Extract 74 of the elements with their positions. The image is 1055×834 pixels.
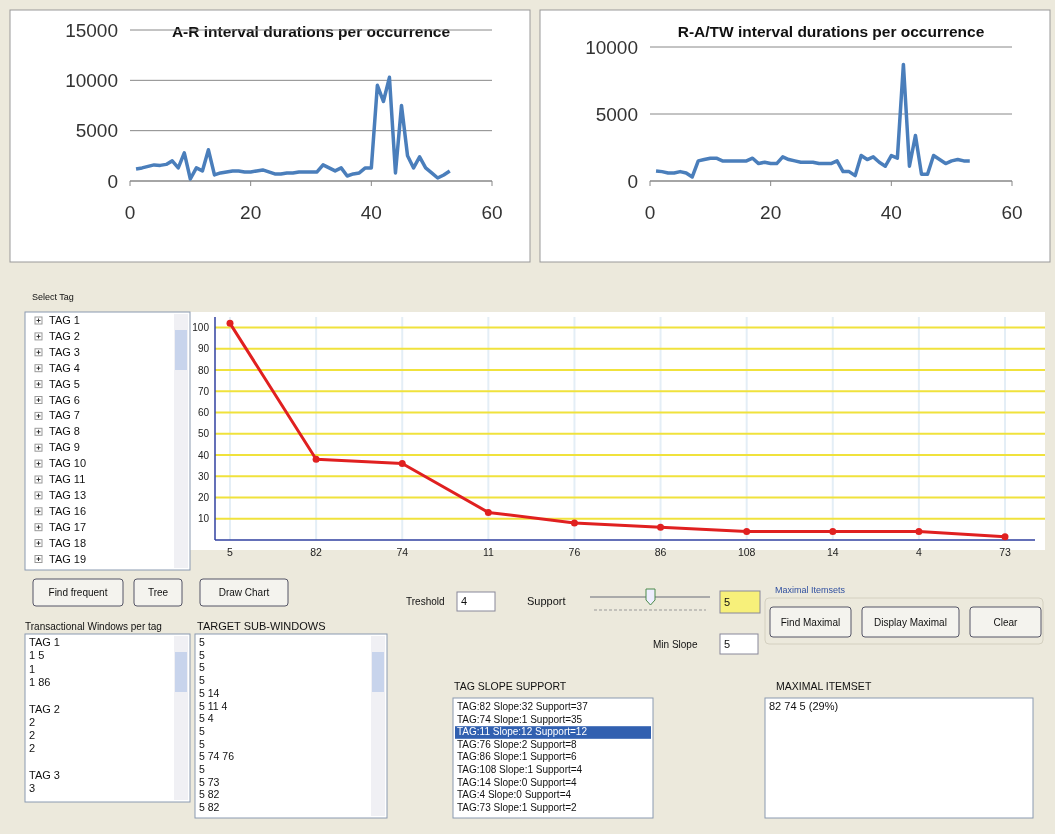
y-tick-label: 0 <box>627 170 638 192</box>
x-tick-label: 60 <box>1001 202 1023 223</box>
point <box>570 519 578 527</box>
x-tick-label: 20 <box>760 202 782 223</box>
text: Maximal Itemsets <box>775 585 846 595</box>
y-tick-label: 0 <box>107 170 118 192</box>
point <box>312 455 320 463</box>
point <box>226 319 234 327</box>
y-tick-label: 5000 <box>75 120 118 142</box>
x-tick-label: 73 <box>999 546 1011 558</box>
text: 82 74 5 (29%) <box>769 700 839 712</box>
y-tick-label: 60 <box>197 407 210 419</box>
x-tick-label: 20 <box>240 202 262 223</box>
text: 5 5 5 14 5 11 4 5 4 5 5 5 74 76 5 5 73 5 82 5 82 <box>199 661 235 814</box>
y-tick-label: 15000 <box>65 19 118 41</box>
line-series <box>654 62 972 179</box>
point <box>657 523 665 531</box>
x-tick-label: 76 <box>568 546 581 558</box>
y-tick-label: 100 <box>192 322 210 334</box>
y-tick-label: 10000 <box>585 36 638 58</box>
x-tick-label: 86 <box>654 546 667 558</box>
text: Treshold <box>406 596 445 607</box>
point <box>743 528 751 536</box>
x-tick-label: 60 <box>481 202 503 223</box>
text: 4 <box>461 595 468 608</box>
text: Draw Chart <box>218 587 270 598</box>
text: TAG 1 1 5 1 1 86 TAG 2 2 2 2 TAG 3 3 <box>29 636 60 795</box>
y-tick-label: 30 <box>197 470 210 482</box>
text: Clear <box>993 616 1019 628</box>
text: TAG SLOPE SUPPORT <box>454 680 567 692</box>
chart-title: A-R interval durations per occurrence <box>171 23 451 40</box>
x-tick-label: 14 <box>826 546 839 558</box>
text: 5 <box>199 636 205 648</box>
y-tick-label: 50 <box>197 428 210 440</box>
text: Transactional Windows per tag <box>25 621 162 632</box>
y-tick-label: 10000 <box>65 69 118 91</box>
point <box>484 508 492 516</box>
y-tick-label: 10 <box>197 513 210 525</box>
chart-title: R-A/TW interval durations per occurrence <box>677 23 985 40</box>
point <box>915 528 923 536</box>
y-tick-label: 40 <box>197 449 210 461</box>
point <box>398 460 406 468</box>
text: Support <box>527 595 566 607</box>
text: Find frequent <box>48 587 108 598</box>
point <box>1001 533 1009 541</box>
text: 5 <box>724 595 731 608</box>
text: TARGET SUB-WINDOWS <box>197 620 326 632</box>
x-tick-label: 4 <box>915 546 922 558</box>
text: 5 <box>199 648 205 661</box>
x-tick-label: 40 <box>360 202 382 223</box>
x-tick-label: 108 <box>737 546 756 558</box>
x-tick-label: 11 <box>482 546 494 558</box>
text: TAG:82 Slope:32 Support=37 TAG:74 Slope:1 Support=35 TAG:11 Slope:12 Support=12 TAG:76 Slope:2 Support=8 TAG:86 Slope:1 Support=6 TAG:108 Slope:1 Support=4 TAG:14 Slope:0 Support=4 TAG:4 Slope:0 Support=4 TAG:73 Slope:1 Support=2 <box>457 701 588 813</box>
x-tick-label: 0 <box>124 202 136 223</box>
text: TAG 1 TAG 2 TAG 3 TAG 4 TAG 5 TAG 6 TAG 7 TAG 8 TAG 9 TAG 10 TAG 11 TAG 13 TAG 16 TAG 17 TAG 18 TAG 19 <box>49 314 87 565</box>
text: Select Tag <box>32 292 74 302</box>
y-tick-label: 90 <box>197 343 210 355</box>
y-tick-label: 20 <box>197 492 210 504</box>
x-tick-label: 82 <box>310 546 323 558</box>
text: MAXIMAL ITEMSET <box>776 680 872 692</box>
text: Display Maximal <box>874 616 947 628</box>
text: 5 <box>724 637 731 650</box>
x-tick-label: 40 <box>880 202 902 223</box>
line-series <box>134 75 452 181</box>
text: Tree <box>147 587 169 598</box>
y-tick-label: 5000 <box>595 103 638 125</box>
text: Find Maximal <box>780 616 841 628</box>
y-tick-label: 80 <box>197 364 210 376</box>
text: Min Slope <box>653 639 698 650</box>
x-tick-label: 5 <box>227 546 234 558</box>
y-tick-label: 70 <box>197 385 210 397</box>
x-tick-label: 74 <box>396 546 409 558</box>
point <box>829 528 837 536</box>
x-tick-label: 0 <box>644 202 656 223</box>
